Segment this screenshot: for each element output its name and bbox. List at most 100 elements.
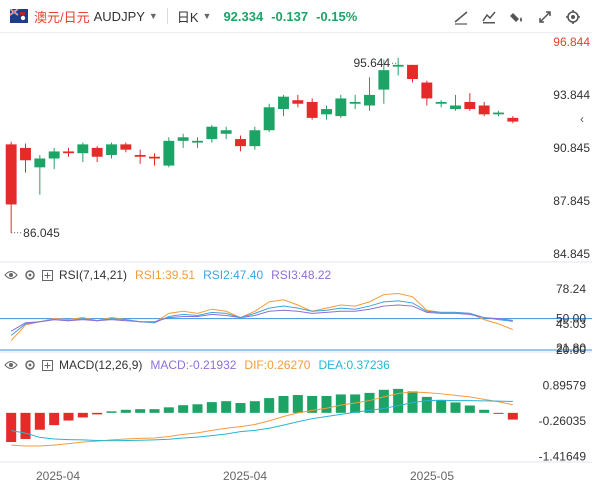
candle-body <box>306 101 318 118</box>
candle-body <box>106 144 117 155</box>
candle-body <box>478 105 490 115</box>
plus-box-icon[interactable] <box>42 269 53 281</box>
macd-bar <box>20 412 31 439</box>
rsi-header: RSI(7,14,21) RSI1:39.51 RSI2:47.40 RSI3:… <box>4 268 339 282</box>
candle-body <box>134 154 146 157</box>
eye-icon[interactable] <box>4 359 18 371</box>
macd-bar <box>292 395 303 413</box>
dif-line <box>11 391 513 447</box>
caret-down-icon[interactable]: ▼ <box>148 11 158 21</box>
fill-color-icon[interactable] <box>506 6 528 28</box>
macd-bar <box>235 403 246 413</box>
macd-bar <box>6 412 17 443</box>
rsi-series-line <box>10 304 513 332</box>
candle-body <box>163 140 175 166</box>
macd-bar <box>479 409 490 413</box>
macd-bar <box>63 412 74 421</box>
rsi-axis-label: 20.00 <box>556 343 586 357</box>
rsi-title: RSI(7,14,21) <box>59 268 128 282</box>
macd-bar <box>507 412 518 420</box>
macd-axis-label: 0.89579 <box>543 378 587 392</box>
rsi-axis-label: 78.24 <box>556 282 586 296</box>
price-change-pct: -0.15% <box>316 8 358 24</box>
candle-body <box>378 70 390 90</box>
candle-body <box>421 82 433 99</box>
low-annotation: 86.045 <box>23 226 60 240</box>
rsi2-value: RSI2:47.40 <box>203 268 264 282</box>
candle-body <box>493 112 504 115</box>
macd-bar <box>192 404 203 413</box>
toolbar-divider <box>166 8 168 24</box>
candle-body <box>149 156 160 159</box>
macd-axis-label: -1.41649 <box>539 449 587 463</box>
candle-body <box>450 105 461 110</box>
macd-bar <box>335 394 346 413</box>
price-change: -0.137 <box>271 8 309 24</box>
candle-body <box>364 94 375 106</box>
candle-body <box>464 101 476 110</box>
candle-body <box>63 151 74 154</box>
candle-body <box>5 144 17 205</box>
macd-bar <box>278 395 289 413</box>
macd-bar <box>206 402 217 413</box>
rsi-series-line <box>10 293 514 341</box>
macd-bar <box>450 402 461 413</box>
candle-body <box>292 100 304 104</box>
candle-body <box>177 137 189 141</box>
candle-body <box>34 158 46 168</box>
macd-value: MACD:-0.21932 <box>150 358 237 372</box>
price-axis-label: 84.845 <box>553 247 590 261</box>
candle-body <box>349 101 361 104</box>
dea-value: DEA:0.37236 <box>318 358 390 372</box>
macd-title: MACD(12,26,9) <box>59 358 143 372</box>
macd-bar <box>106 411 117 413</box>
macd-bar <box>364 392 375 413</box>
candle-body <box>220 130 232 134</box>
gear-icon[interactable] <box>562 6 584 28</box>
macd-bar <box>464 405 475 413</box>
macd-bar <box>49 412 60 426</box>
macd-bar <box>378 389 389 413</box>
draw-line-icon[interactable] <box>450 6 472 28</box>
price-axis-label: 96.844 <box>553 35 590 49</box>
candle-body <box>77 144 89 154</box>
macd-bar <box>135 409 146 413</box>
eye-icon[interactable] <box>4 269 18 281</box>
high-annotation: 95.644 <box>353 56 390 70</box>
period-selector[interactable]: 日K <box>176 9 199 25</box>
rsi-axis-label: 45.03 <box>556 317 586 331</box>
rsi-axis-label: 21.80 <box>556 341 586 355</box>
price-axis-label: 87.845 <box>553 194 590 208</box>
dif-value: DIF:0.26270 <box>244 358 311 372</box>
drawing-tools-icon[interactable] <box>478 6 500 28</box>
rsi3-value: RSI3:48.22 <box>271 268 332 282</box>
settings-icon[interactable] <box>24 269 36 281</box>
macd-bar <box>92 412 103 415</box>
plus-box-icon[interactable] <box>42 359 53 371</box>
candle-body <box>91 147 103 157</box>
candle-body <box>392 64 404 67</box>
toolbar: 澳元/日元 AUDJPY ▼ 日K ▼ 92.334 -0.137 -0.15% <box>0 0 592 33</box>
pair-code[interactable]: AUDJPY <box>93 8 145 24</box>
x-axis-label: 2025-04 <box>36 469 80 483</box>
macd-bar <box>421 396 432 413</box>
pair-name[interactable]: 澳元/日元 <box>34 9 90 25</box>
candle-body <box>249 130 261 147</box>
candle-body <box>278 96 289 110</box>
settings-icon[interactable] <box>24 359 36 371</box>
macd-bar <box>264 398 275 413</box>
macd-bar <box>436 399 447 413</box>
macd-bar <box>163 407 174 413</box>
candle-body <box>321 109 332 115</box>
macd-bar <box>393 388 404 413</box>
macd-bar <box>350 394 361 413</box>
candle-body <box>20 147 31 161</box>
caret-down-icon[interactable]: ▼ <box>202 11 212 21</box>
price-axis-label: 90.845 <box>553 141 590 155</box>
expand-icon[interactable] <box>534 6 556 28</box>
candle-body <box>407 64 418 79</box>
candle-body <box>120 144 132 150</box>
candle-body <box>192 140 203 143</box>
chevron-left-icon[interactable]: ‹ <box>580 112 584 126</box>
